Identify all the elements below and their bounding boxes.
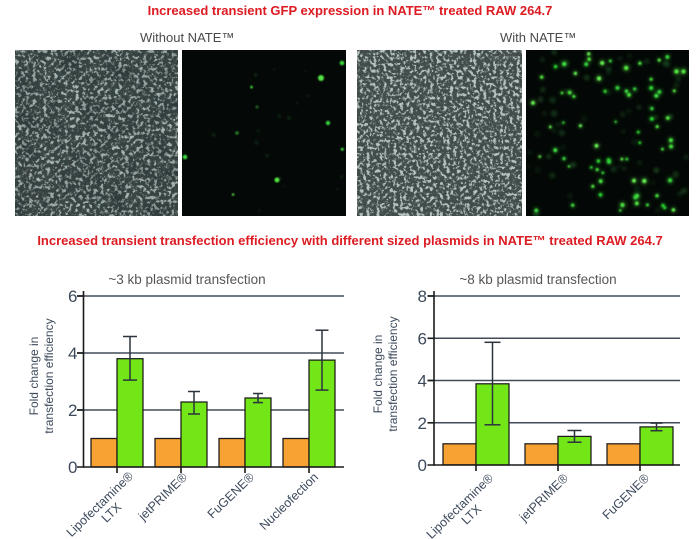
svg-text:2: 2	[68, 401, 77, 420]
svg-text:Fold change intransfection eff: Fold change intransfection efficiency	[371, 316, 400, 431]
svg-text:Lipofectamine®LTX: Lipofectamine®LTX	[64, 469, 147, 539]
svg-text:FuGENE®: FuGENE®	[600, 471, 653, 523]
svg-text:jetPRIME®: jetPRIME®	[516, 471, 572, 525]
svg-text:6: 6	[418, 329, 427, 348]
svg-text:6: 6	[68, 287, 77, 306]
svg-text:8: 8	[418, 287, 427, 306]
svg-text:~3 kb plasmid transfection: ~3 kb plasmid transfection	[108, 272, 265, 287]
svg-text:2: 2	[418, 414, 427, 433]
svg-text:4: 4	[68, 344, 77, 363]
svg-text:0: 0	[418, 456, 427, 475]
svg-text:FuGENE®: FuGENE®	[205, 470, 258, 522]
svg-text:Nucleofection: Nucleofection	[257, 470, 321, 533]
svg-text:Lipofectamine®LTX: Lipofectamine®LTX	[424, 471, 507, 539]
svg-text:jetPRIME®: jetPRIME®	[135, 470, 191, 524]
svg-text:4: 4	[418, 372, 427, 391]
svg-text:~8 kb plasmid transfection: ~8 kb plasmid transfection	[459, 272, 616, 287]
svg-text:0: 0	[68, 458, 77, 477]
svg-text:Fold change intransfection eff: Fold change intransfection efficiency	[27, 318, 56, 433]
